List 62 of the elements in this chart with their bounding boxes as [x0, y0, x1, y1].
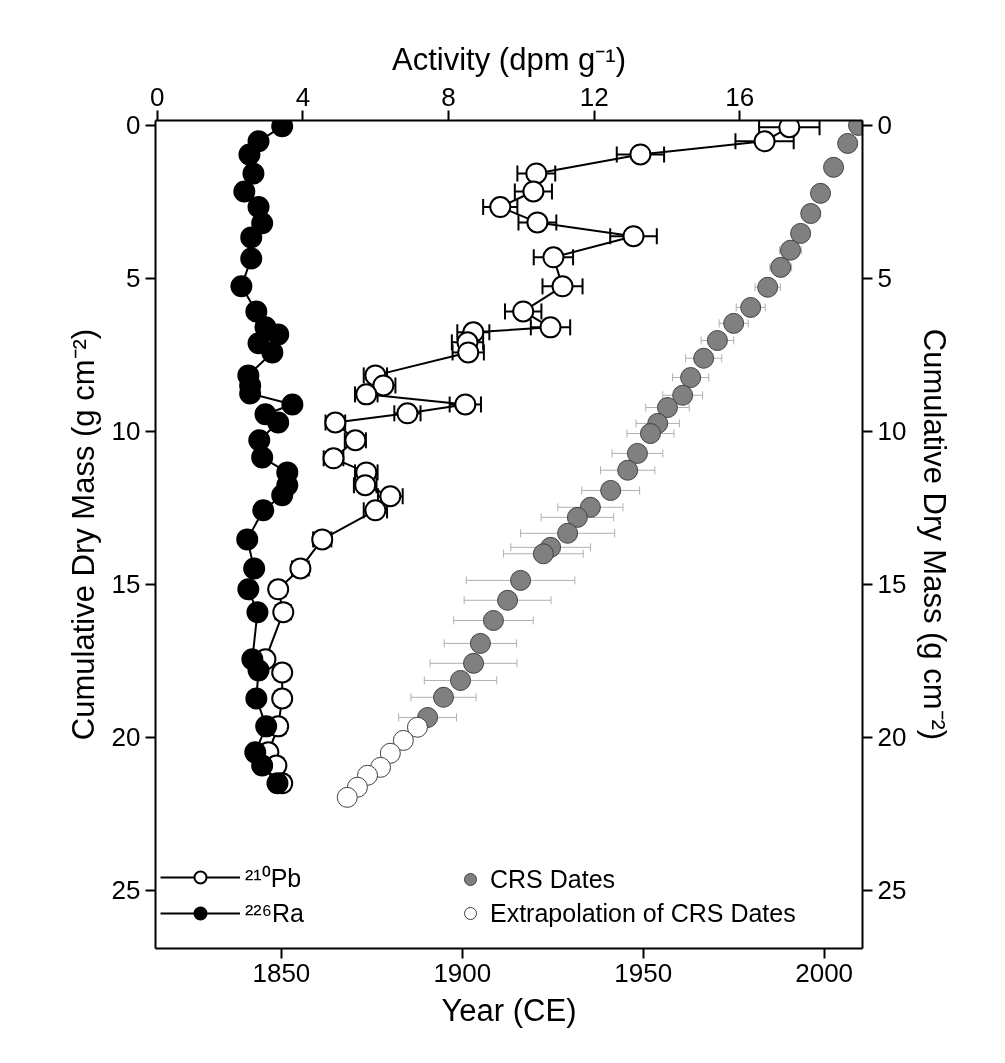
- point: [557, 522, 579, 544]
- x2-tick-label: 0: [150, 81, 165, 112]
- point: [463, 652, 485, 674]
- x2-tick-label: 4: [295, 81, 311, 112]
- y-tick-label: 5: [126, 263, 141, 294]
- legend-label: CRS Dates: [490, 864, 616, 894]
- point: [672, 384, 694, 406]
- point: [532, 543, 554, 565]
- point: [392, 729, 414, 751]
- legend-label: ²¹⁰Pb: [245, 863, 302, 894]
- y-tick-label: 25: [111, 875, 141, 906]
- y2-tick-label: 10: [877, 416, 907, 447]
- point: [706, 330, 728, 351]
- point: [336, 786, 358, 808]
- x-tick-label: 1950: [614, 957, 673, 988]
- y2-tick-label: 20: [877, 722, 907, 753]
- y2-tick-label: 0: [877, 110, 892, 141]
- point: [693, 347, 715, 369]
- point: [723, 312, 745, 334]
- point: [406, 716, 428, 738]
- y2-tick-label: 25: [877, 875, 907, 906]
- point: [770, 256, 792, 278]
- point: [510, 569, 532, 591]
- y-axis-title: Cumulative Dry Mass (g cm⁻²): [65, 328, 101, 741]
- y2-tick-label: 5: [877, 263, 892, 294]
- point: [433, 686, 455, 708]
- point: [823, 156, 845, 178]
- x2-axis-title: Activity (dpm g⁻¹): [392, 41, 626, 77]
- point: [379, 742, 401, 764]
- point: [626, 442, 648, 464]
- point: [810, 182, 832, 204]
- point: [497, 589, 519, 611]
- x2-tick-label: 8: [441, 81, 456, 112]
- point: [639, 423, 661, 444]
- y-tick-label: 10: [111, 416, 141, 447]
- point: [600, 479, 622, 501]
- y2-tick-label: 15: [877, 569, 907, 600]
- point: [740, 296, 762, 318]
- legend-label: Extrapolation of CRS Dates: [490, 898, 796, 928]
- point: [450, 669, 472, 691]
- point: [757, 276, 779, 298]
- y-tick-label: 15: [111, 569, 141, 600]
- x-tick-label: 1850: [252, 957, 311, 988]
- x-tick-label: 1900: [433, 957, 492, 988]
- y-tick-label: 0: [126, 110, 141, 141]
- x2-tick-label: 12: [579, 81, 609, 112]
- x-axis-title: Year (CE): [441, 992, 577, 1028]
- point: [469, 632, 491, 654]
- point: [566, 506, 588, 528]
- point: [680, 367, 702, 389]
- legend-label: ²²⁶Ra: [245, 898, 304, 928]
- y-tick-label: 20: [111, 722, 141, 753]
- x2-tick-label: 16: [725, 81, 755, 112]
- point: [780, 239, 801, 261]
- point: [482, 610, 504, 631]
- point: [656, 397, 678, 418]
- point: [617, 459, 639, 481]
- point: [790, 222, 812, 244]
- x-tick-label: 2000: [795, 957, 854, 988]
- y2-axis-title: Cumulative Dry Mass (g cm⁻²): [917, 328, 953, 741]
- point: [837, 132, 859, 154]
- point: [800, 203, 822, 224]
